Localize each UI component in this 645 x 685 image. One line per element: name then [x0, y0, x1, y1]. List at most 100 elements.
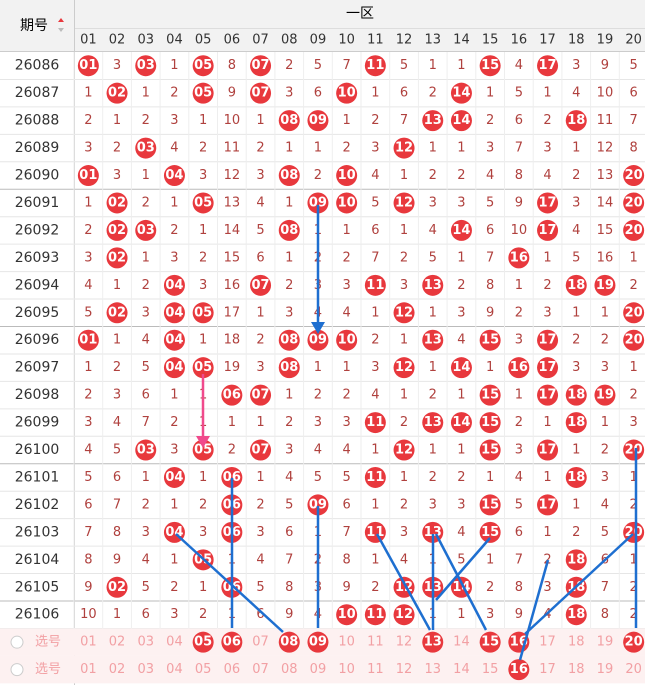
- cell-number[interactable]: 03: [137, 635, 154, 650]
- ball-number[interactable]: 13: [424, 635, 442, 650]
- cell-number: 3: [199, 278, 207, 293]
- cell-number[interactable]: 02: [109, 662, 126, 677]
- cell-number: 9: [515, 195, 523, 210]
- arrow: [518, 559, 550, 661]
- select-label[interactable]: 选号: [35, 635, 61, 650]
- cell-number: 1: [457, 250, 465, 265]
- cell-number: 4: [572, 223, 580, 238]
- cell-number: 1: [314, 141, 322, 156]
- ball: [537, 192, 559, 214]
- cell-number: 6: [142, 388, 150, 403]
- ball: [508, 659, 530, 681]
- cell-number[interactable]: 03: [137, 662, 154, 677]
- ball: [623, 631, 645, 653]
- cell-number: 2: [142, 113, 150, 128]
- ball-number[interactable]: 06: [223, 635, 241, 650]
- ball-number: 02: [108, 580, 126, 595]
- cell-number[interactable]: 09: [310, 662, 327, 677]
- cell-number[interactable]: 01: [80, 635, 97, 650]
- cell-number: 9: [343, 580, 351, 595]
- period-header[interactable]: 期号: [20, 18, 48, 34]
- ball: [479, 384, 501, 406]
- cell-number: 9: [601, 58, 609, 73]
- cell-number: 3: [515, 443, 523, 458]
- cell-number: 1: [170, 497, 178, 512]
- cell-number[interactable]: 12: [396, 662, 413, 677]
- cell-number: 1: [113, 113, 121, 128]
- cell-number[interactable]: 14: [453, 635, 470, 650]
- cell-number[interactable]: 08: [281, 662, 298, 677]
- cell-number: 1: [601, 415, 609, 430]
- cell-number[interactable]: 11: [367, 662, 384, 677]
- cell-number[interactable]: 01: [80, 662, 97, 677]
- ball: [307, 631, 329, 653]
- cell-number[interactable]: 17: [539, 662, 556, 677]
- cell-number[interactable]: 06: [224, 662, 241, 677]
- cell-number: 3: [543, 305, 551, 320]
- cell-number[interactable]: 12: [396, 635, 413, 650]
- cell-number: 1: [84, 195, 92, 210]
- cell-number: 1: [630, 470, 638, 485]
- cell-number[interactable]: 05: [195, 662, 212, 677]
- ball-number[interactable]: 15: [481, 635, 499, 650]
- cell-number[interactable]: 11: [367, 635, 384, 650]
- cell-number[interactable]: 14: [453, 662, 470, 677]
- cell-number[interactable]: 10: [338, 635, 355, 650]
- ball-number: 16: [510, 360, 528, 375]
- cell-number[interactable]: 20: [625, 662, 642, 677]
- period: 26087: [15, 85, 60, 101]
- cell-number[interactable]: 07: [252, 635, 269, 650]
- ball-number[interactable]: 20: [625, 635, 643, 650]
- cell-number[interactable]: 19: [597, 635, 614, 650]
- cell-number: 2: [543, 113, 551, 128]
- cell-number: 1: [256, 113, 264, 128]
- cell-number: 3: [429, 195, 437, 210]
- ball: [393, 137, 415, 159]
- ball-number: 05: [194, 195, 212, 210]
- cell-number: 8: [343, 552, 351, 567]
- period: 26101: [15, 469, 60, 485]
- cell-number: 1: [84, 360, 92, 375]
- ball: [77, 165, 99, 187]
- ball-number: 15: [481, 525, 499, 540]
- ball-number[interactable]: 09: [309, 635, 327, 650]
- ball: [537, 439, 559, 461]
- ball-number: 12: [395, 195, 413, 210]
- cell-number: 2: [343, 388, 351, 403]
- cell-number[interactable]: 18: [568, 662, 585, 677]
- cell-number[interactable]: 18: [568, 635, 585, 650]
- cell-number[interactable]: 10: [338, 662, 355, 677]
- ball: [422, 110, 444, 132]
- cell-number: 2: [199, 250, 207, 265]
- cell-number[interactable]: 17: [539, 635, 556, 650]
- ball: [422, 412, 444, 434]
- cell-number[interactable]: 04: [166, 662, 183, 677]
- select-label[interactable]: 选号: [35, 662, 61, 677]
- column-number: 19: [597, 33, 614, 48]
- cell-number[interactable]: 04: [166, 635, 183, 650]
- ball-number[interactable]: 16: [510, 662, 528, 677]
- column-number: 20: [625, 33, 642, 48]
- ball-number: 04: [165, 278, 183, 293]
- cell-number: 2: [170, 415, 178, 430]
- ball-number: 15: [481, 497, 499, 512]
- ball-number: 06: [223, 470, 241, 485]
- column-number: 09: [310, 33, 327, 48]
- cell-number: 1: [572, 497, 580, 512]
- cell-number[interactable]: 15: [482, 662, 499, 677]
- cell-number: 3: [371, 360, 379, 375]
- cell-number: 1: [285, 195, 293, 210]
- period: 26103: [15, 524, 60, 540]
- ball-number: 08: [280, 333, 298, 348]
- ball: [106, 247, 128, 269]
- cell-number[interactable]: 07: [252, 662, 269, 677]
- cell-number[interactable]: 02: [109, 635, 126, 650]
- ball-number[interactable]: 05: [194, 635, 212, 650]
- ball-number[interactable]: 08: [280, 635, 298, 650]
- cell-number: 4: [314, 443, 322, 458]
- cell-number[interactable]: 13: [424, 662, 441, 677]
- ball: [479, 55, 501, 77]
- cell-number: 2: [400, 250, 408, 265]
- cell-number[interactable]: 19: [597, 662, 614, 677]
- ball: [77, 329, 99, 351]
